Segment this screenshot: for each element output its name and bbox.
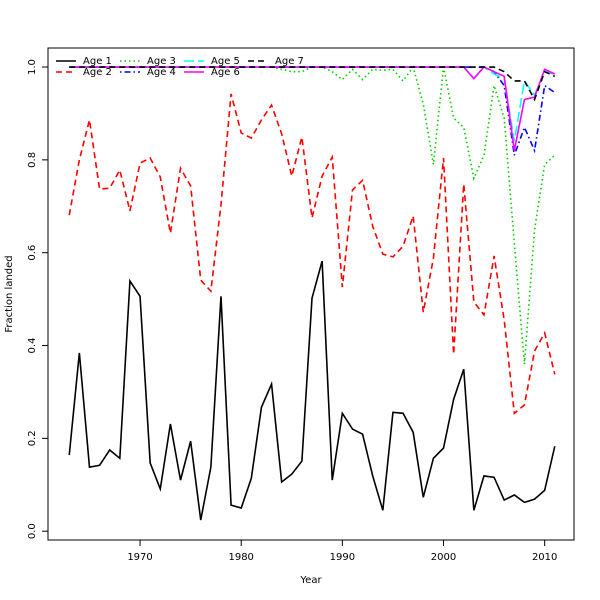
legend-label: Age 6 [211, 67, 240, 78]
series-line [68, 93, 556, 415]
series-line [69, 66, 556, 156]
x-tick-label: 2000 [431, 552, 456, 563]
y-tick-label: 1.0 [27, 59, 38, 75]
x-tick-label: 2010 [532, 552, 557, 563]
y-tick-label: 0.0 [27, 523, 38, 539]
x-tick-label: 1990 [330, 552, 355, 563]
series-line [69, 66, 556, 102]
y-tick-label: 0.2 [27, 430, 38, 446]
series-line [69, 65, 555, 142]
x-axis-label: Year [299, 575, 322, 586]
legend-label: Age 5 [211, 56, 240, 67]
legend-label: Age 3 [147, 56, 176, 67]
y-tick-label: 0.4 [27, 338, 38, 354]
y-tick-label: 0.6 [27, 245, 38, 261]
legend-label: Age 1 [83, 56, 112, 67]
legend-label: Age 7 [275, 56, 304, 67]
plot-frame [47, 47, 575, 541]
y-tick-label: 0.8 [27, 152, 38, 168]
y-axis-label: Fraction landed [4, 255, 15, 332]
legend-label: Age 4 [147, 67, 176, 78]
series-line [69, 66, 556, 151]
x-tick-label: 1980 [228, 552, 253, 563]
x-tick-label: 1970 [127, 552, 152, 563]
series-line [68, 260, 556, 521]
legend-label: Age 2 [83, 67, 112, 78]
